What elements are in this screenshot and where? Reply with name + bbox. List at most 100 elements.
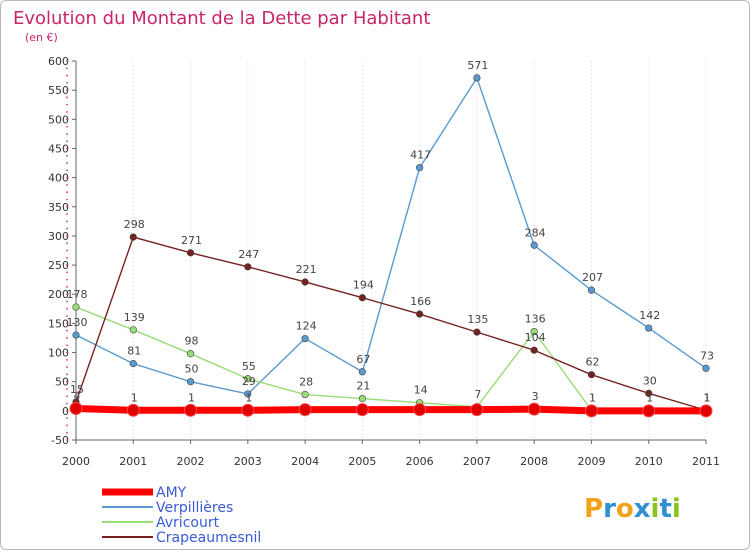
y-minor-dot <box>66 286 68 288</box>
data-point <box>358 294 366 302</box>
data-label: 178 <box>67 288 88 301</box>
y-minor-dot <box>66 169 68 172</box>
data-point <box>184 403 198 417</box>
chart-title: Evolution du Montant de la Dette par Hab… <box>13 8 430 29</box>
y-tick-label: 50 <box>55 376 69 389</box>
legend-label: Avricourt <box>156 515 220 531</box>
y-minor-dot <box>66 322 68 325</box>
data-label: 30 <box>643 374 657 387</box>
y-minor-dot <box>66 74 68 77</box>
legend-label: Verpillières <box>156 500 233 516</box>
brand-letter: P <box>584 494 603 524</box>
data-label: 1 <box>704 391 711 404</box>
y-minor-dot <box>66 395 68 398</box>
data-label: 221 <box>296 263 317 276</box>
legend-label: AMY <box>156 485 187 501</box>
data-label: 1 <box>188 391 195 404</box>
chart-subtitle: (en €) <box>25 31 58 44</box>
grid <box>75 61 707 440</box>
y-tick-label: -50 <box>51 434 69 447</box>
data-label: 1 <box>589 391 596 404</box>
y-tick-label: 0 <box>62 405 69 418</box>
y-tick-label: 550 <box>48 84 69 97</box>
data-point <box>298 403 312 417</box>
y-minor-dot <box>66 154 68 157</box>
data-point <box>186 378 195 386</box>
data-label: 55 <box>242 360 256 373</box>
data-label: 15 <box>70 383 84 396</box>
y-minor-dot <box>66 140 68 143</box>
data-label: 417 <box>410 149 431 162</box>
x-tick-label: 2004 <box>291 455 319 468</box>
data-point <box>702 364 710 372</box>
y-minor-dot <box>66 67 68 70</box>
y-minor-dot <box>66 125 68 128</box>
series-crapeaumesnil <box>72 233 710 414</box>
data-point <box>587 286 596 294</box>
y-tick-label: 250 <box>48 259 69 272</box>
y-tick-label: 200 <box>48 288 69 301</box>
y-minor-dot <box>66 380 68 383</box>
data-label: 142 <box>639 309 660 322</box>
data-point <box>358 368 366 376</box>
x-tick-label: 2011 <box>692 455 720 468</box>
data-point <box>530 327 538 336</box>
y-minor-dot <box>66 256 68 259</box>
data-point <box>301 278 309 286</box>
y-minor-dot <box>66 103 68 106</box>
data-label: 1 <box>704 391 711 404</box>
y-minor-dot <box>66 111 68 113</box>
y-minor-dot <box>66 184 68 186</box>
y-minor-dot <box>66 344 68 347</box>
brand-wordmark: Proxiti <box>584 494 681 524</box>
data-point <box>699 404 713 418</box>
data-point <box>587 371 596 379</box>
y-minor-dot <box>66 242 68 245</box>
y-minor-dot <box>66 388 68 390</box>
y-minor-dot <box>66 358 68 361</box>
data-label: 136 <box>525 313 546 326</box>
data-point <box>129 360 137 368</box>
data-point <box>416 310 424 318</box>
data-label: 14 <box>414 384 428 397</box>
y-minor-dot <box>66 162 68 164</box>
data-label: 194 <box>353 279 374 292</box>
y-minor-dot <box>66 227 68 230</box>
y-minor-dot <box>66 191 68 194</box>
data-label: 67 <box>356 353 370 366</box>
y-minor-dot <box>66 293 68 296</box>
data-label: 29 <box>242 375 256 388</box>
brand-letter: i <box>651 494 660 524</box>
data-label: 50 <box>185 363 199 376</box>
y-minor-dot <box>66 307 68 310</box>
data-point <box>473 328 481 336</box>
y-tick-label: 450 <box>48 142 69 155</box>
data-label: 7 <box>474 388 481 401</box>
data-point <box>72 331 80 339</box>
y-minor-dot <box>66 366 68 369</box>
series-avricourt <box>72 303 710 414</box>
y-minor-dot <box>66 132 68 135</box>
x-tick-label: 2001 <box>119 455 147 468</box>
data-point <box>186 249 195 257</box>
data-labels: 4 1 1 1 313081502912467417571284207142731781… <box>67 59 715 404</box>
x-tick-label: 2010 <box>635 455 663 468</box>
data-point <box>244 263 252 271</box>
y-minor-dot <box>66 300 68 303</box>
y-minor-dot <box>66 373 68 376</box>
data-point <box>186 350 195 358</box>
data-label: 207 <box>582 271 603 284</box>
data-point <box>72 303 80 311</box>
data-label: 28 <box>299 376 313 389</box>
y-minor-dot <box>66 424 68 427</box>
y-minor-dot <box>66 176 68 179</box>
y-minor-dot <box>66 329 68 332</box>
series-verpillières <box>72 74 710 398</box>
data-label: 81 <box>127 345 141 358</box>
y-minor-dot <box>66 89 68 92</box>
brand-letter: o <box>616 494 634 524</box>
data-point <box>584 404 598 418</box>
data-label: 124 <box>296 320 317 333</box>
